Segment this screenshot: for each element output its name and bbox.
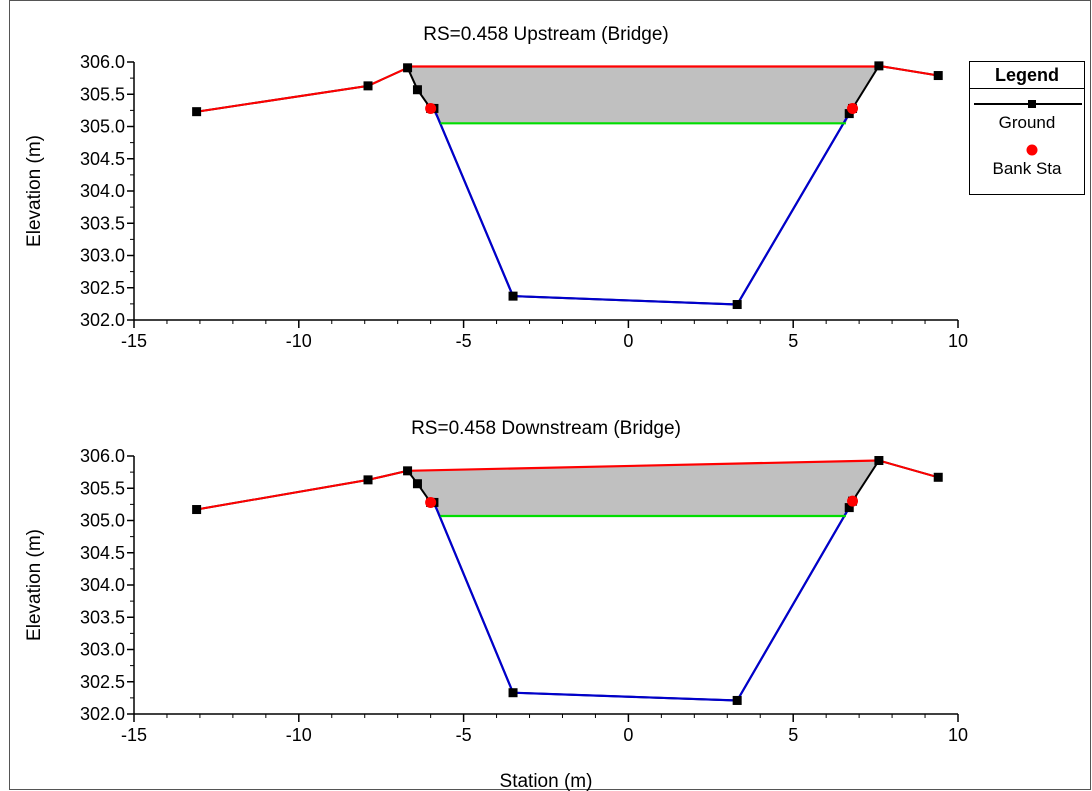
x-tick-label: 5 [788, 725, 798, 745]
x-tick-label: 10 [948, 331, 968, 351]
main-channel-line [432, 501, 851, 702]
ground-point [403, 63, 413, 73]
y-tick-label: 304.0 [80, 575, 125, 595]
y-tick-label: 306.0 [80, 446, 125, 466]
ground-point [363, 475, 373, 485]
y-tick-label: 304.0 [80, 181, 125, 201]
ground-point [732, 695, 742, 705]
ground-point [412, 479, 422, 489]
deck-high-chord [407, 459, 879, 472]
main-channel-line [432, 107, 851, 306]
left-overbank-line [196, 469, 408, 511]
y-tick-label: 305.0 [80, 117, 125, 137]
ground-point [732, 300, 742, 310]
left-overbank-line [196, 66, 409, 113]
ground-point [192, 505, 202, 515]
y-tick-label: 306.0 [80, 52, 125, 72]
bank-station-legend-icon [1026, 144, 1038, 156]
ground-point [192, 107, 202, 117]
x-tick-label: 5 [788, 331, 798, 351]
y-tick-label: 304.5 [80, 543, 125, 563]
legend-title: Legend [970, 62, 1084, 89]
y-tick-label: 303.5 [80, 213, 125, 233]
ground-point [412, 85, 422, 95]
y-tick-label: 302.0 [80, 704, 125, 724]
y-tick-label: 302.5 [80, 672, 125, 692]
ground-legend-icon [974, 100, 1082, 108]
ground-point [403, 466, 413, 476]
x-tick-label: -5 [456, 331, 472, 351]
right-overbank-line [878, 459, 939, 479]
ground-point [508, 688, 518, 698]
y-tick-label: 305.0 [80, 511, 125, 531]
y-tick-label: 305.5 [80, 84, 125, 104]
y-tick-label: 304.5 [80, 149, 125, 169]
right-overbank-line [878, 64, 939, 77]
legend: Legend Ground Bank Sta [969, 61, 1085, 195]
ground-point [844, 503, 854, 513]
y-tick-label: 302.0 [80, 310, 125, 330]
x-tick-label: -15 [121, 725, 147, 745]
ground-point [363, 81, 373, 91]
x-tick-label: -10 [286, 725, 312, 745]
chart-downstream: RS=0.458 Downstream (Bridge) Elevation (m… [24, 418, 968, 791]
legend-item-bank-sta: Bank Sta [992, 159, 1062, 178]
chart-title: RS=0.458 Upstream (Bridge) [423, 24, 669, 45]
y-axis-label: Elevation (m) [24, 135, 45, 247]
x-tick-label: -5 [456, 725, 472, 745]
y-axis-label: Elevation (m) [24, 529, 45, 641]
x-axis-label: Station (m) [500, 771, 593, 791]
bank-station-point [847, 102, 859, 114]
bridge-deck-fill [407, 66, 879, 124]
bank-station-point [425, 102, 437, 114]
ground-point [933, 472, 943, 482]
x-tick-label: -10 [286, 331, 312, 351]
y-tick-label: 303.5 [80, 607, 125, 627]
legend-item-ground: Ground [998, 113, 1056, 132]
ground-point [844, 109, 854, 119]
bank-station-point [425, 496, 437, 508]
ground-point [874, 61, 884, 71]
bridge-deck-fill [407, 460, 879, 516]
chart-title: RS=0.458 Downstream (Bridge) [411, 418, 681, 439]
y-tick-label: 305.5 [80, 478, 125, 498]
x-tick-label: 10 [948, 725, 968, 745]
ground-point [933, 71, 943, 81]
x-tick-label: 0 [623, 725, 633, 745]
ground-point [874, 456, 884, 466]
y-tick-label: 303.0 [80, 640, 125, 660]
y-tick-label: 303.0 [80, 246, 125, 266]
bank-station-point [847, 495, 859, 507]
chart-upstream: RS=0.458 Upstream (Bridge) Elevation (m) 3… [24, 24, 968, 351]
x-tick-label: -15 [121, 331, 147, 351]
x-tick-label: 0 [623, 331, 633, 351]
ground-point [508, 291, 518, 301]
y-tick-label: 302.5 [80, 278, 125, 298]
